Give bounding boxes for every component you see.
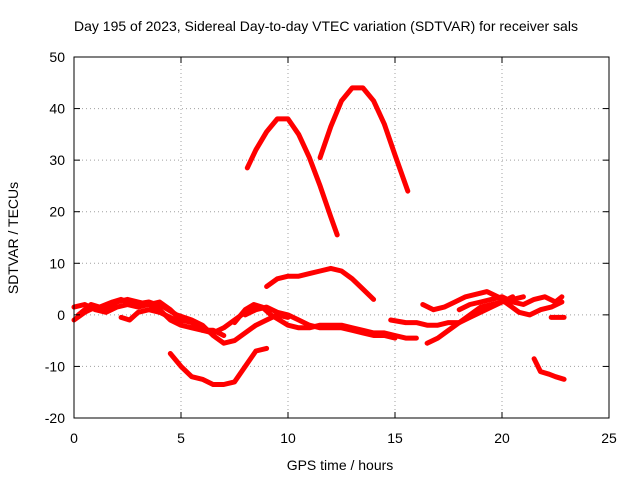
series-arc-12	[424, 294, 516, 346]
x-tick-label: 0	[70, 430, 78, 446]
y-tick-label: 50	[49, 49, 65, 65]
x-tick-label: 25	[601, 430, 617, 446]
x-tick-label: 20	[494, 430, 510, 446]
x-tick-label: 15	[387, 430, 403, 446]
y-axis-label: SDTVAR / TECUs	[5, 182, 21, 294]
series-arc-14	[456, 294, 565, 313]
x-tick-labels: 0 5 10 15 20 25	[70, 430, 617, 446]
series-arc-7	[167, 345, 270, 387]
series-arc-8	[244, 116, 340, 238]
y-tick-labels: -20 -10 0 10 20 30 40 50	[45, 49, 65, 426]
series-arc-10	[264, 265, 377, 302]
series-layer	[71, 85, 567, 387]
y-tick-label: 20	[49, 204, 65, 220]
chart-title: Day 195 of 2023, Sidereal Day-to-day VTE…	[74, 18, 578, 34]
y-tick-label: -10	[45, 358, 65, 374]
y-tick-label: 30	[49, 152, 65, 168]
x-axis-label: GPS time / hours	[287, 457, 394, 473]
x-tick-label: 5	[177, 430, 185, 446]
series-arc-6	[242, 304, 398, 341]
series-arc-13	[420, 289, 565, 318]
grid	[74, 57, 609, 418]
series-arc-9	[317, 85, 411, 194]
series-arc-15	[531, 356, 567, 382]
axis-ticks	[73, 56, 610, 419]
series-arc-3	[75, 296, 291, 346]
y-tick-label: -20	[45, 410, 65, 426]
y-tick-label: 40	[49, 101, 65, 117]
series-arc-4	[118, 307, 184, 326]
y-tick-label: 0	[57, 307, 65, 323]
plot-frame	[73, 56, 610, 419]
y-tick-label: 10	[49, 255, 65, 271]
x-tick-label: 10	[280, 430, 296, 446]
